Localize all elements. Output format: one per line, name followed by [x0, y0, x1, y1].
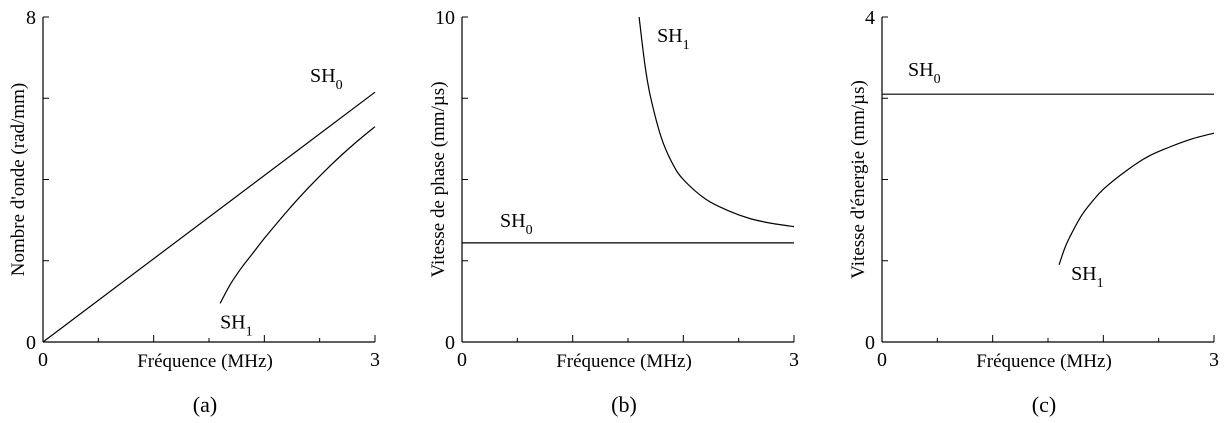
- x-tick-label: 3: [789, 349, 799, 371]
- series-label-sh0: SH0: [908, 59, 941, 87]
- x-tick-label: 3: [370, 349, 380, 371]
- series-label-sh1: SH1: [657, 25, 690, 53]
- x-tick-label: 3: [1209, 349, 1219, 371]
- y-tick-label: 0: [865, 332, 875, 354]
- series-label-sh0: SH0: [310, 65, 343, 93]
- x-tick-label: 0: [457, 349, 467, 371]
- x-axis-title: Fréquence (MHz): [556, 351, 692, 372]
- series-label-sh0: SH0: [500, 210, 533, 238]
- chart-panel-1: 0 3 0 8 Fréquence (MHz) Nombre d'onde (rad/mm…: [8, 7, 380, 417]
- y-tick-label: 4: [865, 7, 875, 29]
- panel-caption: (c): [1032, 392, 1056, 417]
- y-tick-label: 0: [445, 332, 455, 354]
- y-tick-label: 8: [26, 7, 36, 29]
- x-axis-title: Fréquence (MHz): [976, 351, 1112, 372]
- y-axis-title: Vitesse d'énergie (mm/µs): [848, 80, 869, 279]
- x-axis-title: Fréquence (MHz): [137, 351, 273, 372]
- y-axis-title: Nombre d'onde (rad/mm): [8, 83, 29, 276]
- x-tick-label: 0: [38, 349, 48, 371]
- series-label-sh1: SH1: [220, 311, 253, 339]
- series-line-sh0: [42, 91, 376, 343]
- series-line-sh1: [219, 126, 376, 304]
- panel-caption: (b): [611, 392, 637, 417]
- chart-panel-2: 0 3 0 10 Fréquence (MHz) Vitesse de phase (mm…: [428, 7, 799, 417]
- series-line-sh1: [1058, 132, 1215, 265]
- series-line-sh1: [638, 16, 795, 228]
- y-tick-label: 10: [435, 7, 455, 29]
- x-tick-label: 0: [877, 349, 887, 371]
- chart-panel-3: 0 3 0 4 Fréquence (MHz) Vitesse d'énergie (mm…: [848, 7, 1219, 417]
- series-label-sh1: SH1: [1071, 263, 1104, 291]
- y-tick-label: 0: [26, 332, 36, 354]
- panel-caption: (a): [193, 392, 217, 417]
- y-axis-title: Vitesse de phase (mm/µs): [428, 81, 449, 277]
